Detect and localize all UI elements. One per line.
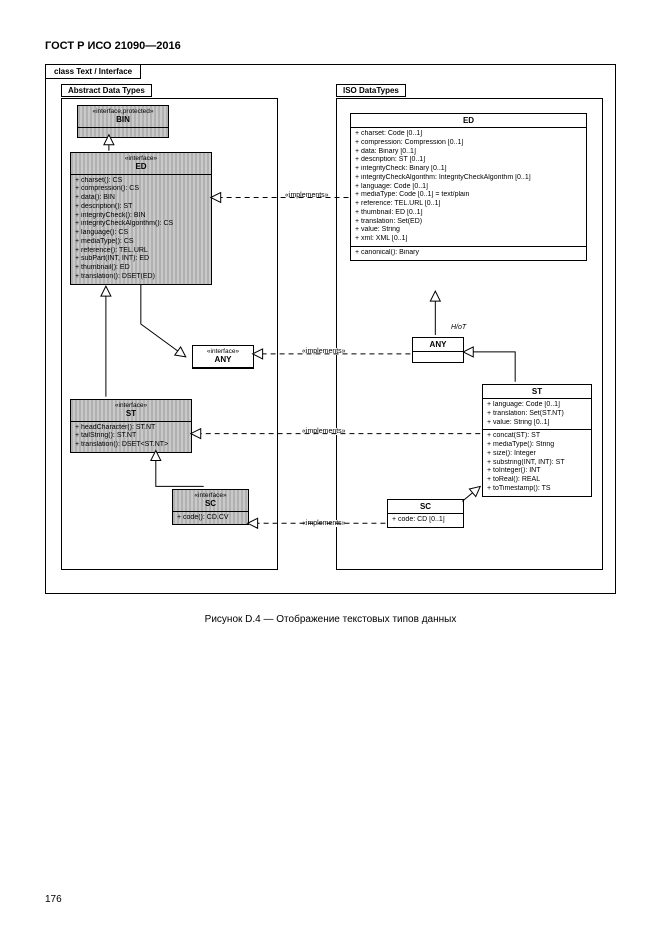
ed-right-attrs: + charset: Code [0..1] + compression: Co… [351, 128, 586, 246]
st-left-stereo: «interface» [75, 402, 187, 409]
ed-left-ops: + charset(): CS + compression(): CS + da… [71, 175, 211, 284]
label-hdot: H/oT [450, 324, 467, 331]
page: ГОСТ Р ИСО 21090—2016 class Text / Inter… [0, 0, 661, 935]
class-sc-right: SC + code: CD [0..1] [387, 499, 464, 528]
class-sc-left: «interface» SC + code(): CD.CV [172, 489, 249, 525]
sc-left-name: SC [177, 499, 244, 508]
ed-right-ops: + canonical(): Binary [351, 246, 586, 260]
st-right-ops: + concat(ST): ST + mediaType(): String +… [483, 429, 591, 495]
document-title: ГОСТ Р ИСО 21090—2016 [45, 40, 616, 52]
label-impl-st: «implements» [301, 428, 347, 435]
ed-left-name: ED [75, 162, 207, 171]
any-left-name: ANY [197, 355, 249, 364]
st-right-name: ST [487, 387, 587, 396]
figure-caption: Рисунок D.4 — Отображение текстовых типо… [45, 614, 616, 625]
sc-right-attrs: + code: CD [0..1] [388, 514, 463, 527]
any-right-name: ANY [417, 340, 459, 349]
page-number: 176 [45, 894, 62, 905]
package-abstract-tab: Abstract Data Types [61, 84, 152, 97]
package-abstract: Abstract Data Types «interface,protected… [61, 98, 278, 570]
label-impl-ed: «implements» [284, 192, 330, 199]
class-ed-right: ED + charset: Code [0..1] + compression:… [350, 113, 587, 261]
ed-right-name: ED [355, 116, 582, 125]
sc-left-stereo: «interface» [177, 492, 244, 499]
st-left-name: ST [75, 409, 187, 418]
ed-left-stereo: «interface» [75, 155, 207, 162]
package-iso: ISO DataTypes ED + charset: Code [0..1] … [336, 98, 603, 570]
class-bin: «interface,protected» BIN [77, 105, 169, 138]
frame-tab: class Text / Interface [45, 64, 141, 79]
class-st-right: ST + language: Code [0..1] + translation… [482, 384, 592, 497]
any-left-stereo: «interface» [197, 348, 249, 355]
label-impl-any: «implements» [301, 348, 347, 355]
label-impl-sc: «implements» [301, 520, 347, 527]
st-right-attrs: + language: Code [0..1] + translation: S… [483, 399, 591, 429]
sc-right-name: SC [392, 502, 459, 511]
sc-left-ops: + code(): CD.CV [173, 512, 248, 525]
class-any-right: ANY [412, 337, 464, 363]
class-ed-left: «interface» ED + charset(): CS + compres… [70, 152, 212, 285]
package-iso-tab: ISO DataTypes [336, 84, 406, 97]
bin-stereo: «interface,protected» [82, 108, 164, 115]
st-left-ops: + headCharacter(): ST.NT + tailString():… [71, 422, 191, 452]
class-any-left: «interface» ANY [192, 345, 254, 369]
diagram-frame: class Text / Interface Abstract Data Typ… [45, 64, 616, 594]
class-st-left: «interface» ST + headCharacter(): ST.NT … [70, 399, 192, 453]
bin-name: BIN [82, 115, 164, 124]
